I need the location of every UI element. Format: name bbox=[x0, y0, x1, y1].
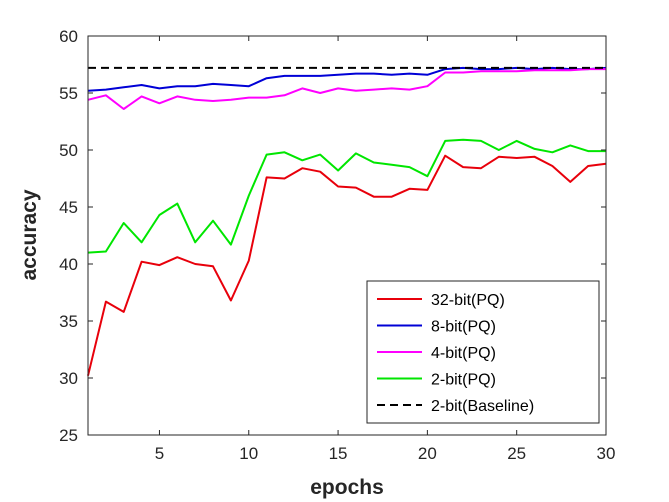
x-axis: 5 10 15 20 25 30 bbox=[155, 36, 616, 463]
y-tick-label: 50 bbox=[59, 141, 78, 160]
y-axis-title: accuracy bbox=[18, 189, 41, 280]
legend-label-32-bit-pq: 32-bit(PQ) bbox=[431, 292, 505, 309]
legend-label-2-bit-baseline: 2-bit(Baseline) bbox=[431, 398, 534, 415]
legend-label-2-bit-pq: 2-bit(PQ) bbox=[431, 372, 496, 389]
series-line-32-bit-pq bbox=[87, 154, 607, 376]
y-tick-label: 30 bbox=[59, 369, 78, 388]
legend: 32-bit(PQ) 8-bit(PQ) 4-bit(PQ) 2-bit(PQ) 2-b… bbox=[366, 280, 600, 424]
x-tick-label: 10 bbox=[239, 444, 258, 463]
x-tick-label: 25 bbox=[507, 444, 526, 463]
series-layer bbox=[87, 66, 607, 376]
y-tick-label: 25 bbox=[59, 426, 78, 445]
y-tick-label: 35 bbox=[59, 312, 78, 331]
x-tick-label: 30 bbox=[597, 444, 616, 463]
y-tick-label: 45 bbox=[59, 198, 78, 217]
y-tick-label: 55 bbox=[59, 84, 78, 103]
y-axis: 25 30 35 40 45 50 55 60 bbox=[59, 27, 606, 445]
legend-entries: 32-bit(PQ) 8-bit(PQ) 4-bit(PQ) 2-bit(PQ) 2-b… bbox=[377, 292, 534, 415]
legend-label-4-bit-pq: 4-bit(PQ) bbox=[431, 345, 496, 362]
legend-label-8-bit-pq: 8-bit(PQ) bbox=[431, 319, 496, 336]
plot-frame bbox=[87, 35, 607, 436]
x-axis-title: epochs bbox=[310, 476, 384, 499]
y-tick-label: 40 bbox=[59, 255, 78, 274]
x-tick-label: 15 bbox=[329, 444, 348, 463]
y-tick-label: 60 bbox=[59, 27, 78, 46]
x-tick-label: 20 bbox=[418, 444, 437, 463]
series-line-4-bit-pq bbox=[87, 68, 606, 110]
x-tick-label: 5 bbox=[155, 444, 164, 463]
series-line-2-bit-pq bbox=[87, 138, 606, 254]
